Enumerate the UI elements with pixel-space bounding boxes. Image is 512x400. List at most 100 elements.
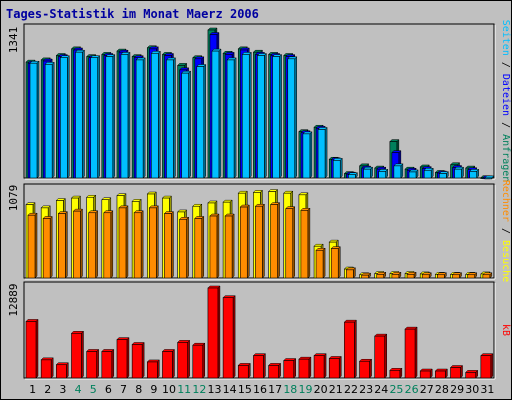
bar-hits-seiten-day-12 [196,63,207,179]
bar-hits-seiten-day-18 [287,56,298,179]
bar-kb-kb-day-27 [419,368,433,379]
bar-kb-kb-day-4 [70,330,85,379]
legend-separator: / [500,116,511,134]
panel-visits-bars [25,188,493,279]
panel-hits-ymax-label: 1341 [7,27,20,54]
x-tick-label-30: 30 [465,383,479,396]
x-tick-label-22: 22 [344,383,358,396]
x-tick-label-5: 5 [90,383,97,396]
x-tick-label-24: 24 [374,383,388,396]
bar-hits-seiten-day-19 [302,131,313,179]
bar-visits-rechner-day-5 [88,210,99,279]
bar-visits-rechner-day-4 [72,208,84,279]
bar-kb-kb-day-31 [480,353,494,379]
bar-kb-kb-day-8 [131,341,145,379]
bar-hits-seiten-day-17 [271,53,283,179]
panel-kb-legend: kB [500,324,511,336]
bar-visits-rechner-day-23 [360,272,372,279]
bar-kb-kb-day-30 [465,369,479,379]
bar-kb-kb-day-18 [283,357,297,379]
bar-visits-rechner-day-7 [118,205,129,279]
bar-hits-seiten-day-28 [438,170,449,179]
bar-visits-rechner-day-15 [239,204,250,279]
x-tick-label-17: 17 [268,383,282,396]
bar-kb-kb-day-23 [358,358,373,379]
panel-kb: 12889 kB [7,281,511,380]
bar-visits-rechner-day-9 [148,205,159,279]
x-tick-label-23: 23 [359,383,373,396]
x-tick-label-18: 18 [283,383,297,396]
panel-hits-bars [25,27,495,180]
panel-visits-legend: Rechner / Besuche [500,180,511,282]
x-tick-label-27: 27 [420,383,434,396]
bar-visits-rechner-day-25 [391,271,402,279]
bar-visits-rechner-day-26 [406,271,417,279]
bar-visits-rechner-day-27 [421,272,432,279]
bar-visits-rechner-day-21 [330,246,341,279]
bar-hits-seiten-day-21 [332,157,343,179]
bar-visits-rechner-day-11 [179,216,190,279]
bar-kb-kb-day-16 [252,353,267,379]
bar-visits-rechner-day-1 [27,212,38,279]
bar-kb-kb-day-1 [25,318,39,379]
panel-hits: 1341 Seiten / Dateien / Anfragen [7,20,511,183]
bar-visits-rechner-day-14 [224,213,235,279]
x-tick-label-29: 29 [450,383,464,396]
panel-kb-bars [25,285,494,379]
bar-hits-seiten-day-15 [241,51,252,179]
bar-visits-rechner-day-2 [42,215,53,279]
bar-hits-seiten-day-6 [105,53,116,179]
bar-visits-rechner-day-17 [269,201,281,279]
bar-hits-seiten-day-8 [135,57,146,179]
bar-hits-seiten-day-1 [29,60,40,179]
bar-kb-kb-day-11 [177,339,191,379]
legend-separator: / [500,222,511,240]
bar-hits-seiten-day-23 [362,166,374,179]
panel-visits: 1079 Rechner / Besuche [7,180,511,282]
x-tick-label-21: 21 [329,383,343,396]
bar-visits-rechner-day-6 [103,210,114,279]
x-axis-day-labels: 1 2 3 4 5 6 7 8 9 10 11 12 13 14 15 16 17 18 19 20 21 22 23 24 2… [29,383,494,396]
bar-hits-seiten-day-24 [378,168,389,179]
bar-visits-rechner-day-30 [467,272,478,279]
bar-visits-rechner-day-8 [133,210,144,279]
bar-kb-kb-day-12 [192,342,206,379]
bar-visits-rechner-day-28 [436,272,447,279]
legend-separator: / [500,56,511,74]
x-tick-label-20: 20 [314,383,328,396]
x-tick-label-2: 2 [44,383,51,396]
bar-kb-kb-day-14 [222,295,236,379]
bar-visits-rechner-day-10 [163,210,175,279]
bar-hits-seiten-day-31 [484,175,495,180]
bar-kb-kb-day-26 [404,326,418,379]
bar-kb-kb-day-20 [313,353,327,379]
x-tick-label-8: 8 [135,383,142,396]
bar-kb-kb-day-17 [267,362,282,379]
x-tick-label-9: 9 [150,383,157,396]
x-tick-label-6: 6 [105,383,112,396]
bar-hits-seiten-day-11 [181,70,192,179]
bar-hits-seiten-day-22 [347,172,358,179]
bar-hits-seiten-day-13 [211,48,222,179]
bar-hits-seiten-day-14 [226,57,237,179]
bar-kb-kb-day-21 [328,355,342,379]
bar-kb-kb-day-28 [434,368,448,379]
bar-kb-kb-day-5 [86,348,100,379]
bar-hits-seiten-day-30 [469,168,480,179]
bar-visits-rechner-day-18 [285,206,296,279]
x-tick-label-7: 7 [120,383,127,396]
bar-visits-rechner-day-29 [451,272,463,279]
bar-hits-seiten-day-25 [393,163,404,179]
bar-hits-seiten-day-27 [423,167,434,179]
x-tick-label-16: 16 [253,383,267,396]
x-tick-label-19: 19 [298,383,312,396]
legend-besuche: Besuche [500,240,511,282]
legend-anfragen: Anfragen [500,134,511,182]
x-tick-label-26: 26 [405,383,419,396]
bar-kb-kb-day-29 [449,364,464,379]
bar-kb-kb-day-2 [40,357,54,379]
bar-kb-kb-day-19 [298,356,312,379]
bar-hits-seiten-day-4 [74,49,86,179]
x-tick-label-14: 14 [223,383,237,396]
